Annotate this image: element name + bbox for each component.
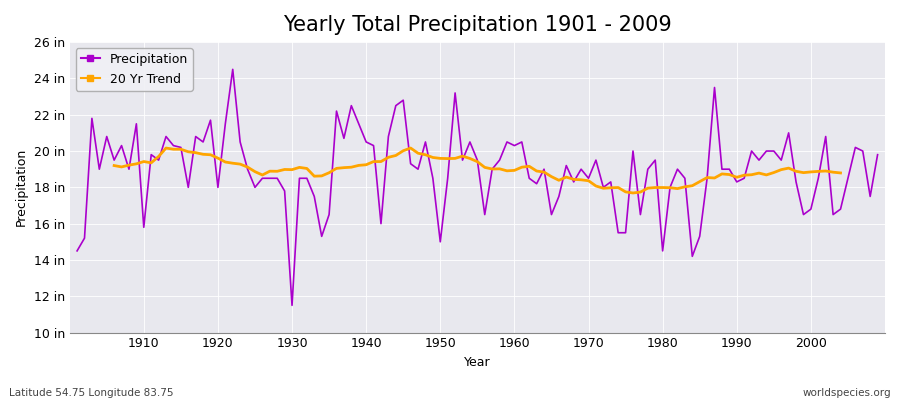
Title: Yearly Total Precipitation 1901 - 2009: Yearly Total Precipitation 1901 - 2009 (283, 15, 671, 35)
Text: worldspecies.org: worldspecies.org (803, 388, 891, 398)
X-axis label: Year: Year (464, 356, 491, 369)
Y-axis label: Precipitation: Precipitation (15, 148, 28, 226)
Legend: Precipitation, 20 Yr Trend: Precipitation, 20 Yr Trend (76, 48, 193, 91)
Text: Latitude 54.75 Longitude 83.75: Latitude 54.75 Longitude 83.75 (9, 388, 174, 398)
